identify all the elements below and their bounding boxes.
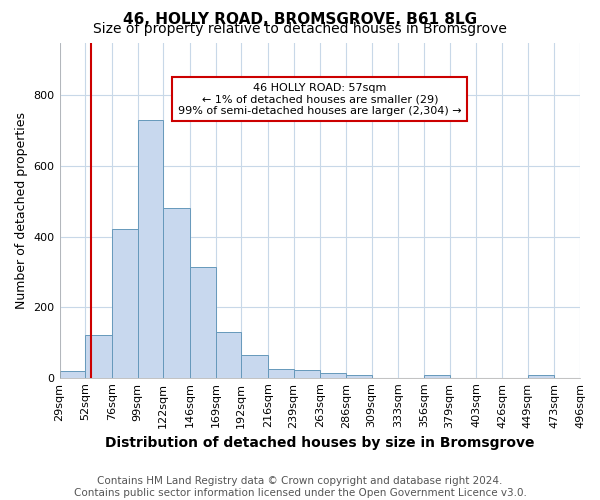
Bar bbox=[527, 375, 554, 378]
Bar bbox=[268, 369, 293, 378]
Bar bbox=[163, 208, 190, 378]
Bar bbox=[190, 266, 215, 378]
Bar bbox=[424, 375, 449, 378]
Text: 46 HOLLY ROAD: 57sqm
← 1% of detached houses are smaller (29)
99% of semi-detach: 46 HOLLY ROAD: 57sqm ← 1% of detached ho… bbox=[178, 82, 461, 116]
Bar bbox=[215, 332, 241, 378]
Bar bbox=[85, 334, 112, 378]
Bar bbox=[241, 354, 268, 378]
Bar bbox=[112, 229, 137, 378]
Bar bbox=[293, 370, 320, 378]
Text: Size of property relative to detached houses in Bromsgrove: Size of property relative to detached ho… bbox=[93, 22, 507, 36]
Bar bbox=[137, 120, 163, 378]
Bar bbox=[346, 375, 371, 378]
Bar bbox=[320, 374, 346, 378]
Text: Contains HM Land Registry data © Crown copyright and database right 2024.
Contai: Contains HM Land Registry data © Crown c… bbox=[74, 476, 526, 498]
Text: 46, HOLLY ROAD, BROMSGROVE, B61 8LG: 46, HOLLY ROAD, BROMSGROVE, B61 8LG bbox=[123, 12, 477, 28]
Y-axis label: Number of detached properties: Number of detached properties bbox=[15, 112, 28, 308]
Bar bbox=[59, 370, 85, 378]
X-axis label: Distribution of detached houses by size in Bromsgrove: Distribution of detached houses by size … bbox=[105, 436, 535, 450]
